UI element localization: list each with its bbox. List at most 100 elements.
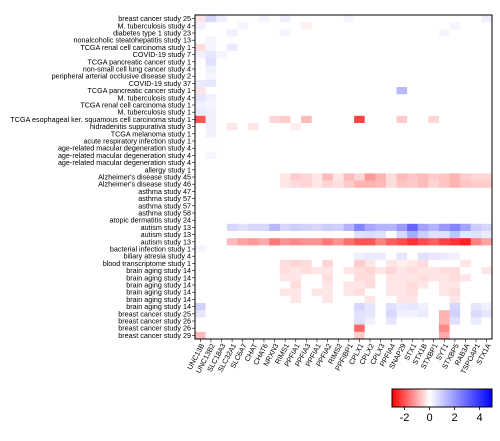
heatmap-cell: [279, 36, 291, 45]
heatmap-cell: [385, 173, 397, 181]
row-label: age-related macular degeneration study 4: [58, 144, 191, 153]
heatmap-cell: [301, 295, 312, 304]
heatmap-cell: [481, 58, 493, 66]
heatmap-cell: [332, 331, 344, 340]
heatmap-cell: [460, 180, 472, 189]
heatmap-cell: [470, 238, 482, 246]
heatmap-cell: [258, 108, 270, 117]
heatmap-cell: [269, 317, 281, 325]
heatmap-cell: [279, 223, 291, 232]
heatmap-cell: [290, 15, 302, 23]
heatmap-cell: [311, 130, 323, 138]
heatmap-cell: [311, 259, 323, 268]
heatmap-cell: [205, 144, 217, 153]
heatmap-cell: [205, 317, 217, 325]
heatmap-cell: [195, 22, 206, 30]
heatmap-cell: [470, 166, 482, 174]
heatmap-cell: [460, 137, 472, 145]
heatmap-cell: [332, 202, 344, 210]
heatmap-cell: [195, 159, 206, 167]
heatmap-cell: [195, 195, 206, 203]
heatmap-cell: [460, 317, 472, 325]
heatmap-cell: [205, 202, 217, 210]
heatmap-cell: [216, 43, 228, 52]
heatmap-cell: [290, 245, 302, 253]
heatmap-cell: [216, 187, 228, 196]
heatmap-cell: [290, 36, 302, 45]
heatmap-cell: [481, 101, 493, 109]
heatmap-cell: [385, 87, 397, 95]
heatmap-cell: [407, 295, 419, 304]
heatmap-cell: [396, 259, 408, 268]
heatmap-cell: [343, 43, 355, 52]
heatmap-cell: [481, 130, 493, 138]
heatmap-cell: [470, 79, 482, 88]
heatmap-cell: [470, 108, 482, 117]
heatmap-cell: [428, 72, 440, 81]
heatmap-cell: [248, 216, 259, 225]
row-label: TCGA melanoma study 1: [111, 129, 191, 138]
heatmap-cell: [449, 108, 461, 117]
heatmap-cell: [428, 43, 440, 52]
heatmap-cell: [322, 36, 334, 45]
heatmap-cell: [258, 159, 270, 167]
heatmap-cell: [205, 231, 217, 239]
heatmap-cell: [417, 108, 429, 117]
heatmap-cell: [290, 324, 302, 333]
heatmap-cell: [301, 65, 312, 73]
heatmap-cell: [205, 267, 217, 275]
heatmap-cell: [407, 252, 419, 261]
heatmap-cell: [248, 65, 259, 73]
heatmap-cell: [226, 295, 238, 304]
heatmap-cell: [470, 310, 482, 318]
heatmap-cell: [237, 51, 249, 59]
heatmap-cell: [364, 15, 376, 23]
heatmap-cell: [290, 274, 302, 282]
heatmap-cell: [375, 303, 387, 311]
heatmap-cell: [269, 216, 281, 225]
heatmap-cell: [322, 94, 334, 102]
heatmap-cell: [449, 65, 461, 73]
heatmap-cell: [226, 144, 238, 153]
heatmap-cell: [470, 36, 482, 45]
heatmap-cell: [481, 231, 493, 239]
heatmap-cell: [385, 274, 397, 282]
heatmap-cell: [407, 36, 419, 45]
heatmap-cell: [258, 65, 270, 73]
heatmap-cell: [269, 274, 281, 282]
heatmap-cell: [226, 58, 238, 66]
heatmap-cell: [195, 29, 206, 37]
heatmap-cell: [460, 159, 472, 167]
heatmap-cell: [417, 65, 429, 73]
heatmap-cell: [407, 115, 419, 124]
heatmap-cell: [481, 94, 493, 102]
heatmap-cell: [417, 151, 429, 160]
heatmap-cell: [322, 15, 334, 23]
heatmap-cell: [417, 137, 429, 145]
heatmap-cell: [417, 245, 429, 253]
heatmap-cell: [258, 295, 270, 304]
heatmap-cell: [216, 151, 228, 160]
heatmap-cell: [438, 216, 450, 225]
heatmap-cell: [449, 274, 461, 282]
heatmap-cell: [354, 36, 366, 45]
heatmap-cell: [311, 159, 323, 167]
heatmap-cell: [470, 123, 482, 131]
heatmap-cell: [343, 223, 355, 232]
heatmap-cell: [322, 22, 334, 30]
heatmap-cell: [290, 180, 302, 189]
heatmap-cell: [385, 281, 397, 289]
heatmap-cell: [301, 151, 312, 160]
heatmap-cell: [332, 274, 344, 282]
heatmap-cell: [205, 94, 217, 102]
heatmap-cell: [216, 245, 228, 253]
heatmap-cell: [248, 245, 259, 253]
heatmap-cell: [470, 324, 482, 333]
heatmap-cell: [195, 58, 206, 66]
heatmap-cell: [258, 173, 270, 181]
heatmap-cell: [279, 259, 291, 268]
heatmap-cell: [396, 166, 408, 174]
heatmap-cell: [438, 259, 450, 268]
heatmap-cell: [248, 58, 259, 66]
heatmap-cell: [248, 108, 259, 117]
